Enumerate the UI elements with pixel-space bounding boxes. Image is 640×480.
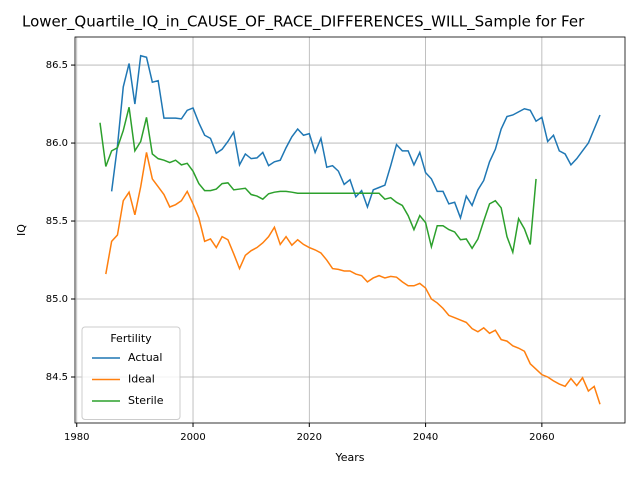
series-line [110,54,601,221]
y-tick-label: 86.5 [46,60,68,71]
x-tick-label: 2060 [529,432,554,443]
y-tick-label: 85.5 [46,216,68,227]
plot-frame [74,36,626,424]
y-axis-label: IQ [15,224,28,236]
y-tick-label: 85.0 [46,294,68,305]
y-tick-label: 86.0 [46,138,68,149]
series-line [105,152,601,405]
legend-label: Actual [128,351,162,364]
y-tick-label: 84.5 [46,372,68,383]
x-tick-label: 2000 [180,432,205,443]
x-tick-label: 2040 [413,432,438,443]
legend-box [81,326,181,420]
legend-label: Sterile [128,394,164,407]
legend-label: Ideal [128,373,155,386]
x-tick-label: 1980 [64,432,89,443]
x-tick-label: 2020 [297,432,322,443]
chart-title: Lower_Quartile_IQ_in_CAUSE_OF_RACE_DIFFE… [22,13,585,32]
x-axis-label: Years [334,451,364,464]
legend-title: Fertility [110,332,152,345]
series-line [99,106,537,256]
